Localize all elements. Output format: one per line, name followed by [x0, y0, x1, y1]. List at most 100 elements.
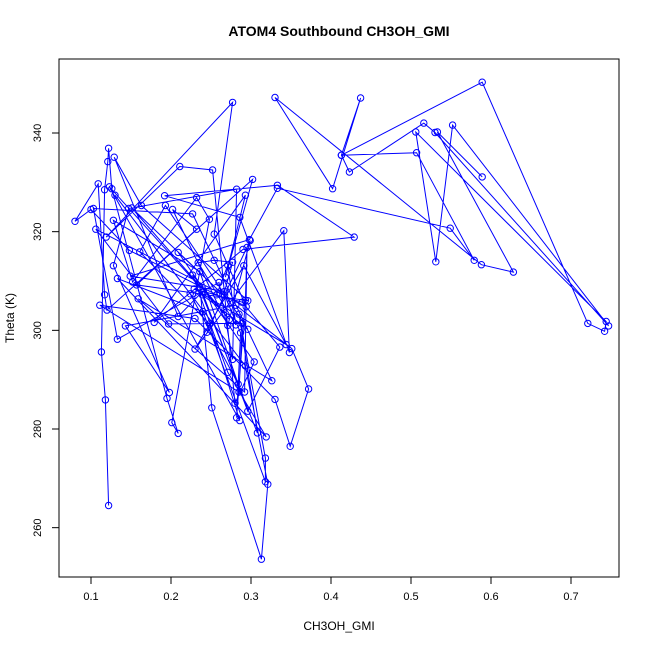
- data-point: [241, 362, 250, 370]
- data-point: [248, 175, 257, 184]
- data-point: [208, 166, 217, 174]
- data-point: [478, 173, 486, 181]
- data-point: [224, 368, 232, 376]
- data-point: [262, 433, 270, 441]
- data-point: [205, 320, 214, 328]
- data-point: [240, 388, 249, 396]
- data-point: [220, 291, 229, 299]
- x-tick-label: 0.7: [563, 591, 578, 603]
- data-point: [356, 94, 365, 102]
- data-point: [174, 429, 182, 438]
- data-point: [286, 442, 294, 450]
- data-point: [250, 358, 258, 366]
- data-point: [232, 414, 241, 422]
- data-point: [239, 245, 247, 254]
- data-point: [433, 128, 442, 136]
- data-point: [134, 295, 142, 303]
- data-point: [470, 256, 478, 264]
- data-point: [102, 233, 110, 241]
- data-point: [271, 93, 279, 102]
- y-tick-label: 340: [32, 124, 44, 142]
- data-point: [602, 317, 610, 326]
- data-point: [97, 348, 106, 356]
- data-point: [243, 243, 251, 252]
- data-point: [190, 285, 198, 293]
- data-point: [228, 98, 237, 107]
- y-axis-label: Theta (K): [3, 293, 17, 343]
- data-point: [234, 380, 242, 388]
- data-point: [264, 480, 272, 488]
- data-point: [412, 128, 420, 136]
- data-point: [509, 268, 518, 276]
- data-point: [113, 335, 122, 343]
- data-point: [104, 144, 113, 153]
- data-point: [257, 555, 266, 563]
- data-point: [261, 454, 270, 462]
- y-tick-label: 280: [32, 420, 44, 438]
- data-point: [125, 246, 134, 255]
- data-point: [253, 429, 262, 437]
- data-point: [337, 151, 346, 159]
- data-point: [328, 185, 337, 193]
- x-tick-label: 0.2: [163, 591, 178, 603]
- data-point: [232, 301, 240, 309]
- data-point: [412, 149, 421, 157]
- data-point: [285, 348, 294, 357]
- data-point: [121, 322, 130, 330]
- data-point: [192, 225, 201, 233]
- data-point: [205, 215, 214, 224]
- data-point: [165, 388, 174, 397]
- data-point: [446, 224, 454, 232]
- data-point: [420, 119, 428, 127]
- data-point: [224, 321, 232, 330]
- data-point: [164, 320, 173, 328]
- data-point: [132, 281, 141, 289]
- data-point: [198, 291, 206, 299]
- data-point: [276, 343, 284, 351]
- data-point: [604, 322, 613, 330]
- data-point: [196, 267, 204, 276]
- y-tick-label: 300: [32, 321, 44, 339]
- data-point: [124, 204, 133, 213]
- chart-title: ATOM4 Southbound CH3OH_GMI: [228, 23, 449, 39]
- data-point: [282, 340, 290, 349]
- data-point: [203, 328, 211, 336]
- data-point: [244, 407, 252, 415]
- data-point: [208, 404, 216, 412]
- data-point: [288, 344, 296, 353]
- data-point: [210, 256, 218, 264]
- data-point: [215, 278, 223, 287]
- data-point: [160, 192, 169, 200]
- data-point: [236, 329, 245, 337]
- y-axis: 260 280 300 320 340: [32, 124, 59, 537]
- data-point: [231, 399, 239, 407]
- data-point: [304, 385, 313, 393]
- data-point: [244, 325, 252, 333]
- data-point: [268, 377, 276, 385]
- data-point: [432, 258, 440, 266]
- data-point: [111, 191, 119, 199]
- data-point: [199, 307, 207, 316]
- data-point: [128, 204, 136, 212]
- data-point: [238, 298, 246, 306]
- data-point: [198, 288, 206, 296]
- data-point: [87, 205, 95, 214]
- data-point: [105, 183, 114, 191]
- data-point: [478, 78, 486, 86]
- data-point: [176, 162, 184, 171]
- plot-frame: [58, 58, 620, 578]
- data-point: [235, 310, 243, 318]
- x-tick-label: 0.6: [483, 591, 498, 603]
- data-point: [448, 121, 457, 129]
- y-tick-label: 260: [32, 518, 44, 536]
- x-tick-label: 0.5: [403, 591, 418, 603]
- data-point: [71, 217, 79, 226]
- data-point: [191, 314, 199, 323]
- data-point: [273, 181, 282, 190]
- data-point: [126, 272, 134, 280]
- data-point: [192, 193, 201, 202]
- data-point: [109, 216, 118, 225]
- data-point: [477, 261, 486, 269]
- data-point: [350, 233, 358, 241]
